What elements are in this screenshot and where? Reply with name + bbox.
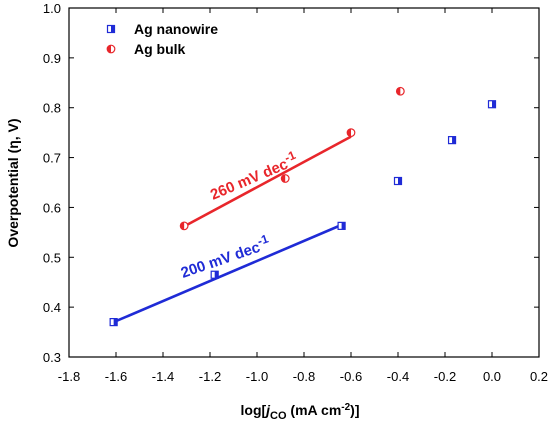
legend-circle-icon [106, 44, 116, 54]
y-tick-label: 0.4 [43, 300, 61, 315]
point-ag-bulk [280, 174, 290, 183]
point-ag-nanowire [337, 221, 346, 230]
point-ag-bulk [179, 221, 189, 231]
legend-label-ag-nanowire: Ag nanowire [134, 21, 218, 37]
data-points [109, 86, 497, 327]
x-tick-label: -1.0 [246, 369, 268, 384]
x-tick-label: -1.2 [199, 369, 221, 384]
point-ag-bulk [395, 86, 405, 96]
y-tick-label: 0.8 [43, 101, 61, 116]
x-tick-label: -0.6 [340, 369, 362, 384]
y-tick-label: 1.0 [43, 1, 61, 16]
legend-item-ag-nanowire: Ag nanowire [106, 21, 218, 37]
point-ag-nanowire [447, 136, 457, 145]
fit-line [183, 135, 352, 228]
y-tick-label: 0.9 [43, 51, 61, 66]
y-tick-label: 0.7 [43, 151, 61, 166]
y-tick-label: 0.3 [43, 350, 61, 365]
plot-frame [68, 7, 540, 358]
y-axis: 0.3 0.4 0.5 0.6 0.7 0.8 0.9 1.0 [43, 1, 539, 365]
x-axis: -1.8 -1.6 -1.4 -1.2 -1.0 -0.8 -0.6 -0.4 -0.2 0.0 0… [58, 8, 548, 384]
point-ag-nanowire [210, 270, 219, 279]
x-tick-label: 0.0 [483, 369, 501, 384]
x-tick-label: -1.8 [58, 369, 80, 384]
x-tick-label: -1.4 [152, 369, 174, 384]
legend: Ag nanowire Ag bulk [106, 21, 218, 57]
x-tick-label: -0.4 [387, 369, 409, 384]
y-tick-label: 0.6 [43, 200, 61, 215]
point-ag-nanowire [487, 100, 497, 109]
point-ag-nanowire [109, 318, 118, 327]
point-ag-bulk [346, 128, 356, 138]
y-axis-title: Overpotential (η, V) [5, 118, 21, 247]
legend-item-ag-bulk: Ag bulk [106, 41, 186, 57]
legend-marker-ag-bulk [106, 44, 116, 54]
x-tick-label: -0.2 [434, 369, 456, 384]
y-tick-label: 0.5 [43, 250, 61, 265]
legend-label-ag-bulk: Ag bulk [134, 41, 186, 57]
legend-marker-ag-nanowire [106, 24, 116, 34]
x-tick-label: 0.2 [530, 369, 548, 384]
x-tick-label: -0.8 [293, 369, 315, 384]
legend-square-icon [106, 24, 116, 34]
fit-line [113, 223, 343, 324]
point-ag-nanowire [393, 176, 403, 186]
x-axis-title: log[jCO (mA cm-2)] [241, 402, 360, 422]
fit-lines [113, 135, 352, 324]
x-tick-label: -1.6 [105, 369, 127, 384]
